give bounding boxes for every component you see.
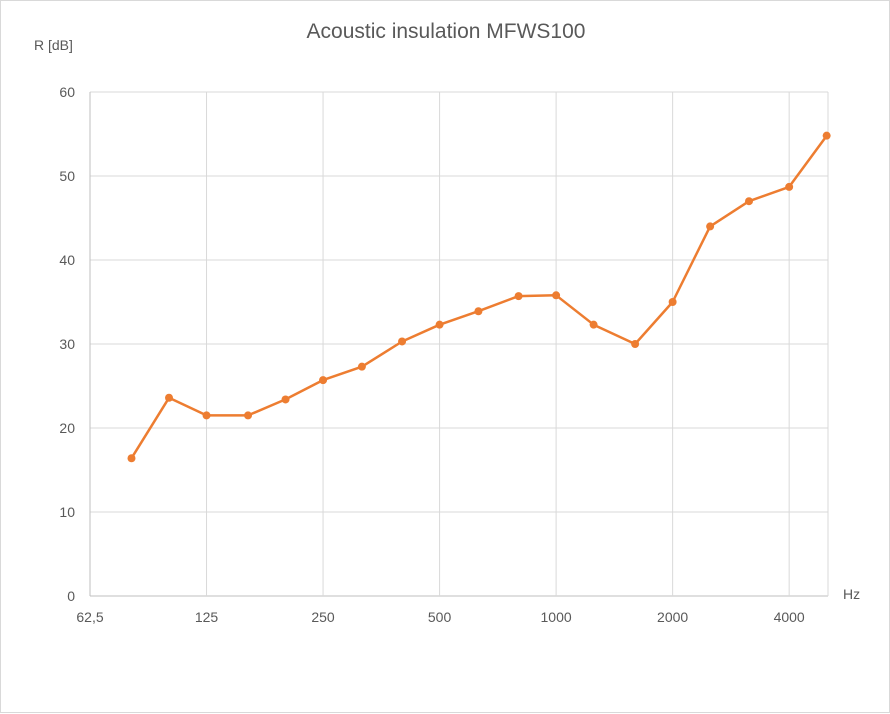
data-series [127, 131, 831, 463]
data-point [319, 376, 328, 385]
y-tick-label: 60 [59, 84, 75, 100]
x-tick-label: 125 [195, 609, 219, 625]
data-point [474, 307, 483, 316]
x-tick-label: 62,5 [76, 609, 103, 625]
data-point [127, 454, 136, 463]
y-tick-label: 10 [59, 504, 75, 520]
y-tick-label: 40 [59, 252, 75, 268]
data-point [435, 320, 444, 329]
x-axis-label: Hz [843, 586, 860, 602]
data-point [552, 291, 561, 300]
data-point [281, 395, 290, 404]
data-point [822, 131, 831, 140]
data-point [165, 393, 174, 402]
series-line [130, 134, 828, 459]
y-axis-label: R [dB] [34, 37, 73, 53]
x-tick-label: 2000 [657, 609, 688, 625]
data-point [631, 340, 640, 348]
y-tick-label: 50 [59, 168, 75, 184]
data-point [589, 320, 598, 329]
data-point [668, 298, 677, 306]
data-point [706, 222, 715, 231]
data-point [244, 411, 253, 420]
chart-title: Acoustic insulation MFWS100 [307, 20, 586, 43]
data-point [744, 197, 753, 206]
gridlines [89, 91, 829, 597]
x-tick-label: 4000 [774, 609, 805, 625]
data-point [785, 182, 794, 191]
x-tick-label: 500 [428, 609, 452, 625]
data-point [398, 337, 407, 346]
y-tick-label: 20 [59, 420, 75, 436]
y-tick-label: 30 [59, 336, 75, 352]
x-tick-label: 1000 [541, 609, 572, 625]
data-point [202, 411, 211, 420]
data-point [514, 292, 523, 301]
y-tick-label: 0 [67, 588, 75, 604]
x-tick-label: 250 [311, 609, 335, 625]
tick-labels: 0 10 20 30 40 50 60 62,5 125 250 500 1000 2000 4000 [59, 84, 805, 625]
data-point [357, 362, 366, 371]
